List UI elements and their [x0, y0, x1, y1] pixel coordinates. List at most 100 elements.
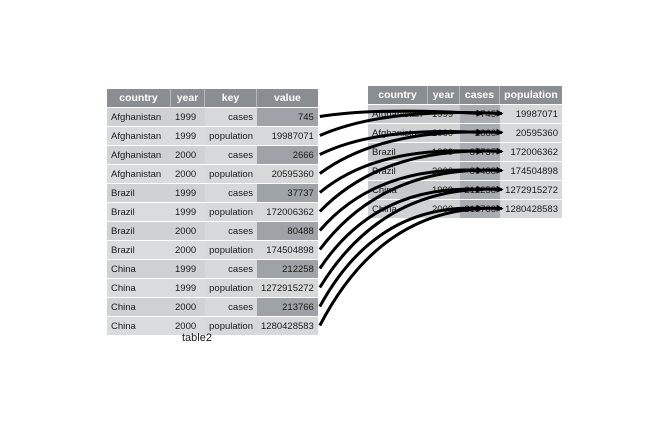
value-cell: 19987071 — [257, 126, 318, 145]
key-cell: cases — [205, 259, 257, 278]
year-cell: 1999 — [171, 126, 205, 145]
key-cell: population — [205, 278, 257, 297]
value-cell: 212258 — [257, 259, 318, 278]
source-table-row: Brazil 1999 population 172006362 — [107, 202, 318, 221]
value-cell: 172006362 — [257, 202, 318, 221]
source-table-row: China 1999 population 1272915272 — [107, 278, 318, 297]
key-cell: cases — [205, 107, 257, 126]
result-table-row: Brazil 1999 37737 172006362 — [368, 142, 562, 161]
year-cell: 2000 — [428, 199, 460, 218]
year-cell: 1999 — [171, 278, 205, 297]
source-table-caption: table2 — [182, 332, 212, 344]
year-cell: 2000 — [428, 123, 460, 142]
value-cell: 37737 — [257, 183, 318, 202]
year-cell: 2000 — [171, 316, 205, 335]
result-col-country-header: country — [368, 86, 428, 104]
population-cell: 1280428583 — [500, 199, 562, 218]
country-cell: Brazil — [368, 161, 428, 180]
population-cell: 20595360 — [500, 123, 562, 142]
source-table-header-row: country year key value — [107, 89, 318, 107]
source-table-row: Brazil 1999 cases 37737 — [107, 183, 318, 202]
key-cell: population — [205, 316, 257, 335]
source-table-table2: country year key value Afghanistan 1999 ca… — [107, 89, 318, 335]
country-cell: Afghanistan — [107, 107, 171, 126]
key-cell: population — [205, 126, 257, 145]
country-cell: Afghanistan — [368, 104, 428, 123]
cases-cell: 213766 — [460, 199, 500, 218]
country-cell: Afghanistan — [107, 145, 171, 164]
year-cell: 2000 — [171, 164, 205, 183]
key-cell: cases — [205, 145, 257, 164]
cases-cell: 212258 — [460, 180, 500, 199]
country-cell: Brazil — [368, 142, 428, 161]
result-table-row: Afghanistan 2000 2666 20595360 — [368, 123, 562, 142]
country-cell: Afghanistan — [368, 123, 428, 142]
result-table-row: Brazil 2000 80488 174504898 — [368, 161, 562, 180]
value-cell: 1272915272 — [257, 278, 318, 297]
value-cell: 80488 — [257, 221, 318, 240]
result-col-population-header: population — [500, 86, 562, 104]
value-cell: 20595360 — [257, 164, 318, 183]
cases-cell: 745 — [460, 104, 500, 123]
year-cell: 2000 — [171, 240, 205, 259]
source-table-row: China 2000 cases 213766 — [107, 297, 318, 316]
population-cell: 172006362 — [500, 142, 562, 161]
source-table-row: Brazil 2000 population 174504898 — [107, 240, 318, 259]
source-col-country-header: country — [107, 89, 171, 107]
country-cell: China — [107, 297, 171, 316]
value-cell: 213766 — [257, 297, 318, 316]
result-table-body: Afghanistan 1999 745 19987071 Afghanistan 200… — [368, 104, 562, 218]
year-cell: 1999 — [428, 104, 460, 123]
year-cell: 1999 — [171, 259, 205, 278]
source-col-key-header: key — [205, 89, 257, 107]
value-cell: 174504898 — [257, 240, 318, 259]
source-table-body: Afghanistan 1999 cases 745 Afghanistan 1999 po… — [107, 107, 318, 335]
source-table-row: Afghanistan 1999 cases 745 — [107, 107, 318, 126]
country-cell: China — [368, 199, 428, 218]
key-cell: population — [205, 202, 257, 221]
cases-cell: 37737 — [460, 142, 500, 161]
country-cell: Brazil — [107, 221, 171, 240]
cases-cell: 80488 — [460, 161, 500, 180]
arrow-population — [318, 204, 504, 327]
source-table-row: Afghanistan 2000 population 20595360 — [107, 164, 318, 183]
country-cell: Brazil — [107, 183, 171, 202]
value-cell: 1280428583 — [257, 316, 318, 335]
country-cell: Afghanistan — [107, 164, 171, 183]
year-cell: 1999 — [171, 183, 205, 202]
key-cell: cases — [205, 183, 257, 202]
key-cell: cases — [205, 221, 257, 240]
source-table-row: Brazil 2000 cases 80488 — [107, 221, 318, 240]
source-table-row: China 2000 population 1280428583 — [107, 316, 318, 335]
key-cell: population — [205, 164, 257, 183]
result-table: country year cases population Afghanista… — [368, 86, 562, 218]
cases-cell: 2666 — [460, 123, 500, 142]
country-cell: Afghanistan — [107, 126, 171, 145]
country-cell: Brazil — [107, 202, 171, 221]
key-cell: population — [205, 240, 257, 259]
value-cell: 745 — [257, 107, 318, 126]
population-cell: 174504898 — [500, 161, 562, 180]
key-cell: cases — [205, 297, 257, 316]
country-cell: China — [107, 259, 171, 278]
year-cell: 2000 — [171, 221, 205, 240]
country-cell: China — [107, 316, 171, 335]
year-cell: 2000 — [171, 297, 205, 316]
result-table-row: China 2000 213766 1280428583 — [368, 199, 562, 218]
source-col-value-header: value — [257, 89, 318, 107]
country-cell: China — [368, 180, 428, 199]
country-cell: China — [107, 278, 171, 297]
result-col-cases-header: cases — [460, 86, 500, 104]
year-cell: 2000 — [428, 161, 460, 180]
source-table-row: Afghanistan 2000 cases 2666 — [107, 145, 318, 164]
source-col-year-header: year — [171, 89, 205, 107]
year-cell: 1999 — [171, 107, 205, 126]
value-cell: 2666 — [257, 145, 318, 164]
population-cell: 1272915272 — [500, 180, 562, 199]
result-table-row: China 1999 212258 1272915272 — [368, 180, 562, 199]
source-table-row: China 1999 cases 212258 — [107, 259, 318, 278]
year-cell: 1999 — [171, 202, 205, 221]
year-cell: 1999 — [428, 142, 460, 161]
source-table-row: Afghanistan 1999 population 19987071 — [107, 126, 318, 145]
